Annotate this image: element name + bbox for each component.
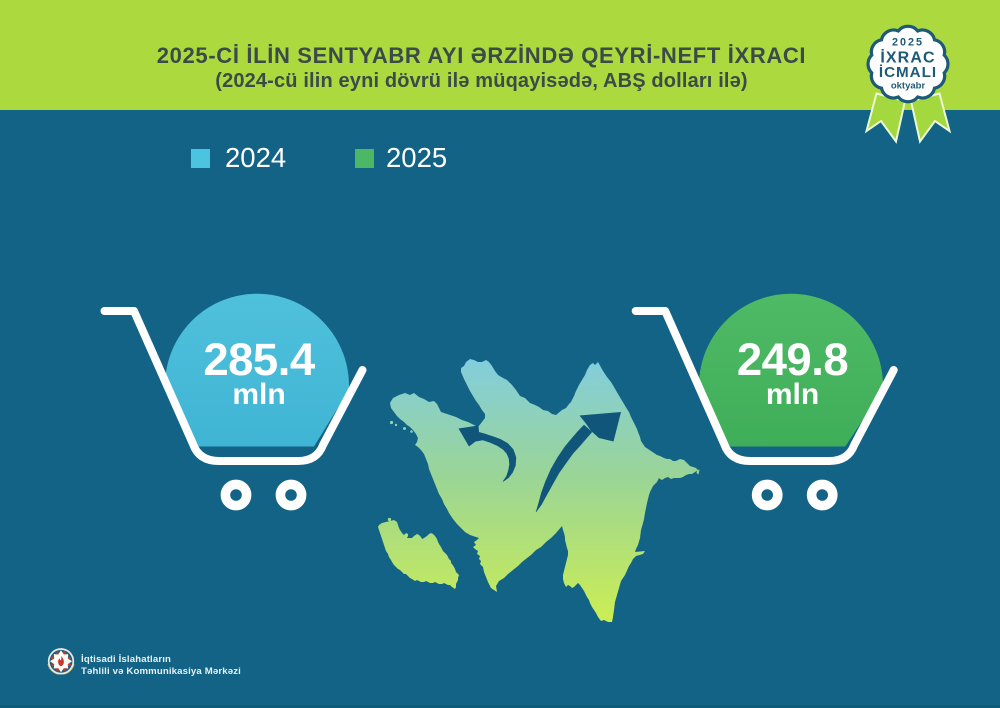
svg-text:oktyabr: oktyabr (891, 81, 926, 92)
svg-text:İCMALI: İCMALI (879, 64, 937, 81)
svg-text:İXRAC: İXRAC (880, 49, 935, 67)
svg-text:2025: 2025 (892, 37, 924, 49)
svg-text:mln: mln (766, 378, 819, 411)
svg-text:mln: mln (232, 378, 285, 411)
svg-text:249.8: 249.8 (737, 334, 848, 385)
svg-text:285.4: 285.4 (203, 334, 316, 385)
